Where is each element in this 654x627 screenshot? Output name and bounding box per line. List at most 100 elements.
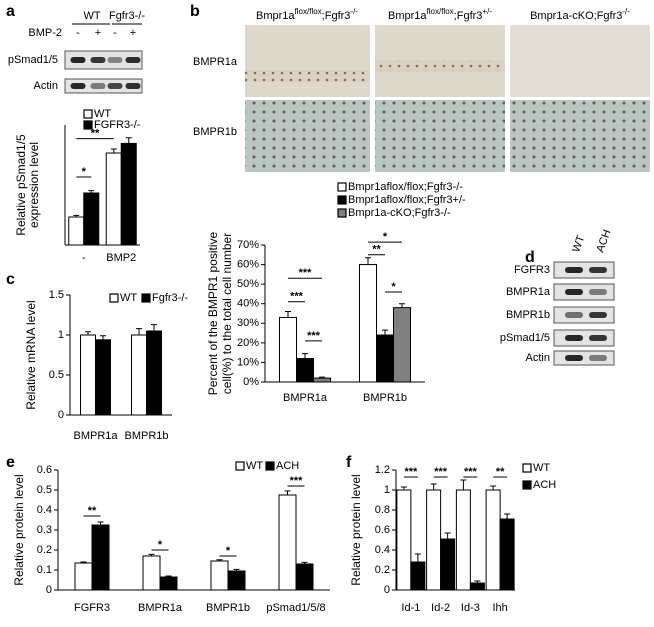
row-label: pSmad1/5 <box>500 332 550 344</box>
y-tick-label: 0% <box>243 376 259 388</box>
bar <box>359 264 377 383</box>
blot-band <box>107 57 123 63</box>
blot-band <box>70 83 86 89</box>
y-tick-label: 1.5 <box>49 289 64 301</box>
treatment: - <box>76 27 80 39</box>
error-bar <box>302 353 308 359</box>
blot-band <box>589 312 607 318</box>
x-tick-label: Id-2 <box>431 602 450 614</box>
column-label: WT <box>570 234 587 254</box>
panel-letter: b <box>190 3 200 20</box>
significance-label: *** <box>299 267 313 279</box>
bar <box>159 576 178 591</box>
bar <box>91 524 110 591</box>
error-bar <box>110 148 117 153</box>
bar <box>210 560 229 591</box>
error-bar <box>97 521 104 525</box>
column-header: Bmpr1a-cKO;Fgfr3-/- <box>530 7 630 22</box>
y-tick-label: 20% <box>237 337 259 349</box>
y-tick-label: 0 <box>58 409 64 421</box>
error-bar <box>73 214 80 217</box>
y-axis-label: Relative protein level <box>12 474 26 585</box>
treatment: + <box>130 27 136 39</box>
error-bar <box>414 553 421 562</box>
y-tick-label: 0.8 <box>375 504 390 516</box>
error-bar <box>490 485 497 490</box>
legend-swatch <box>83 109 93 119</box>
error-bar <box>165 575 172 577</box>
significance-label: *** <box>404 466 418 478</box>
legend-label: Bmpr1a-cKO;Fgfr3-/- <box>348 207 451 219</box>
error-bar <box>399 303 405 308</box>
blot-band <box>70 57 86 63</box>
y-tick-label: 0.6 <box>375 524 390 536</box>
legend-swatch <box>141 293 151 303</box>
legend-swatch <box>109 293 119 303</box>
bar <box>393 307 411 383</box>
bar <box>485 489 501 591</box>
bar <box>74 562 93 591</box>
histology-images <box>245 25 650 172</box>
x-tick-label: BMPR1b <box>206 602 250 614</box>
panel-letter: c <box>6 271 15 288</box>
column-label: ACH <box>594 228 613 254</box>
image <box>510 100 650 172</box>
x-tick-label: BMPR1a <box>73 430 118 442</box>
x-tick-label: Id-3 <box>461 602 480 614</box>
bar <box>410 561 426 591</box>
y-tick-label: 70% <box>237 239 259 251</box>
error-bar <box>80 561 87 563</box>
y-tick-label: 50% <box>237 278 259 290</box>
error-bar <box>88 190 95 193</box>
x-tick-label: BMPR1b <box>363 392 407 404</box>
error-bar <box>365 257 371 265</box>
bar <box>68 216 85 246</box>
legend-label: Bmpr1aflox/flox;Fgfr3-/- <box>348 181 463 193</box>
column-header-part: flox/flox <box>295 7 322 16</box>
error-bar <box>444 532 451 539</box>
significance-label: * <box>383 231 388 243</box>
row-label: FGFR3 <box>514 264 550 276</box>
y-tick-label: 0.2 <box>37 544 52 556</box>
bar <box>426 489 442 591</box>
column-header: Bmpr1aflox/flox;Fgfr3+/- <box>388 7 492 22</box>
legend-label: ACH <box>276 460 299 472</box>
error-bar <box>136 328 142 335</box>
image-detail <box>375 60 505 72</box>
error-bar <box>285 311 291 318</box>
image-detail <box>245 70 370 82</box>
legend-swatch <box>337 182 347 192</box>
blot-band <box>565 312 583 318</box>
error-bar <box>430 483 437 490</box>
legend-swatch <box>337 208 347 218</box>
blot-band <box>589 335 607 341</box>
column-header-part: Bmpr1a <box>388 10 427 22</box>
significance-label: *** <box>290 291 304 303</box>
y-tick-label: 0 <box>384 584 390 596</box>
significance-label: * <box>226 545 231 557</box>
x-tick-label: Id-1 <box>401 602 420 614</box>
bar <box>80 334 96 416</box>
y-tick-label: 0.1 <box>37 564 52 576</box>
legend-label: WT <box>94 108 111 120</box>
bar <box>278 494 297 591</box>
significance-label: * <box>391 281 396 293</box>
significance-label: *** <box>290 475 304 487</box>
significance-label: ** <box>88 505 97 517</box>
blot-band <box>125 83 141 89</box>
row-label: BMPR1b <box>506 309 550 321</box>
bar <box>142 555 161 591</box>
bar <box>83 192 100 246</box>
bar <box>296 358 314 383</box>
column-header-part: ;Fgfr3 <box>454 10 483 22</box>
panel-letter: d <box>525 249 535 266</box>
error-bar <box>460 479 467 490</box>
blot-band <box>107 83 123 89</box>
row-label: BMPR1b <box>193 126 237 138</box>
column-header-part: flox/flox <box>427 7 454 16</box>
blot-band <box>589 289 607 295</box>
y-tick-label: 1 <box>384 484 390 496</box>
significance-label: *** <box>434 466 448 478</box>
bar <box>396 489 412 591</box>
